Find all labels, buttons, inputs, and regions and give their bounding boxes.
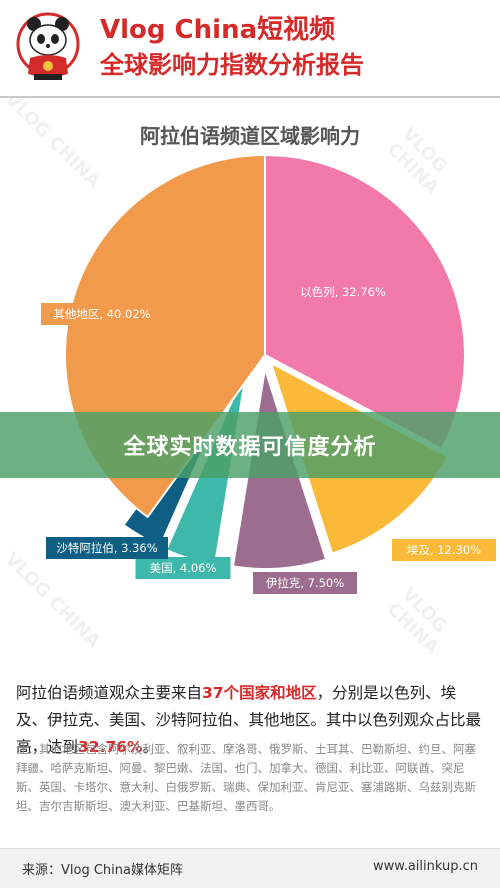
- banner: 全球实时数据可信度分析: [0, 412, 500, 478]
- pie-label-4: 沙特阿拉伯, 3.36%: [46, 537, 168, 559]
- pie-chart: 以色列, 32.76% 埃及, 12.30% 伊拉克, 7.50% 美国, 4.06%…: [41, 153, 496, 594]
- svg-text:沙特阿拉伯, 3.36%: 沙特阿拉伯, 3.36%: [56, 541, 157, 555]
- pie-label-5: 其他地区, 40.02%: [41, 303, 163, 325]
- header: Vlog China短视频 全球影响力指数分析报告: [0, 0, 500, 96]
- header-title: Vlog China短视频: [100, 15, 336, 45]
- pie-slice-0: [264, 153, 466, 451]
- header-subtitle: 全球影响力指数分析报告: [100, 51, 364, 79]
- svg-text:其他地区, 40.02%: 其他地区, 40.02%: [53, 307, 150, 321]
- chart-title: 阿拉伯语频道区域影响力: [140, 124, 360, 148]
- footer-source: 来源：Vlog China媒体矩阵: [22, 863, 183, 878]
- svg-text:美国, 4.06%: 美国, 4.06%: [150, 561, 217, 575]
- description-text: ，分别是以色列、埃及、伊拉克、美国、沙特阿拉伯、其他地区。其中以色列观众占比最高…: [16, 684, 482, 756]
- footer: 来源：Vlog China媒体矩阵 www.ailinkup.cn: [0, 848, 500, 888]
- footer-url[interactable]: www.ailinkup.cn: [372, 859, 478, 874]
- pie-label-0: 以色列, 32.76%: [300, 285, 386, 299]
- description: 阿拉伯语频道观众主要来自37个国家和地区，分别是以色列、埃及、伊拉克、美国、沙特…: [16, 680, 486, 761]
- svg-text:以色列, 32.76%: 以色列, 32.76%: [300, 285, 386, 299]
- description-highlight: 37个国家和地区: [202, 684, 317, 702]
- pie-label-1: 埃及, 12.30%: [392, 539, 496, 561]
- pie-label-3: 美国, 4.06%: [135, 557, 231, 579]
- svg-text:伊拉克, 7.50%: 伊拉克, 7.50%: [266, 576, 344, 590]
- banner-text: 全球实时数据可信度分析: [123, 435, 377, 460]
- divider: [0, 96, 500, 98]
- description-highlight: 32.76%: [78, 738, 143, 756]
- description-text: 。: [142, 738, 159, 756]
- note: 注：其他地区包含阿尔及利亚、叙利亚、摩洛哥、俄罗斯、土耳其、巴勒斯坦、约旦、阿塞…: [16, 742, 476, 813]
- pie-label-2: 伊拉克, 7.50%: [253, 572, 357, 594]
- panda-logo: [16, 12, 80, 80]
- svg-text:埃及, 12.30%: 埃及, 12.30%: [407, 543, 481, 557]
- description-text: 阿拉伯语频道观众主要来自: [16, 684, 203, 702]
